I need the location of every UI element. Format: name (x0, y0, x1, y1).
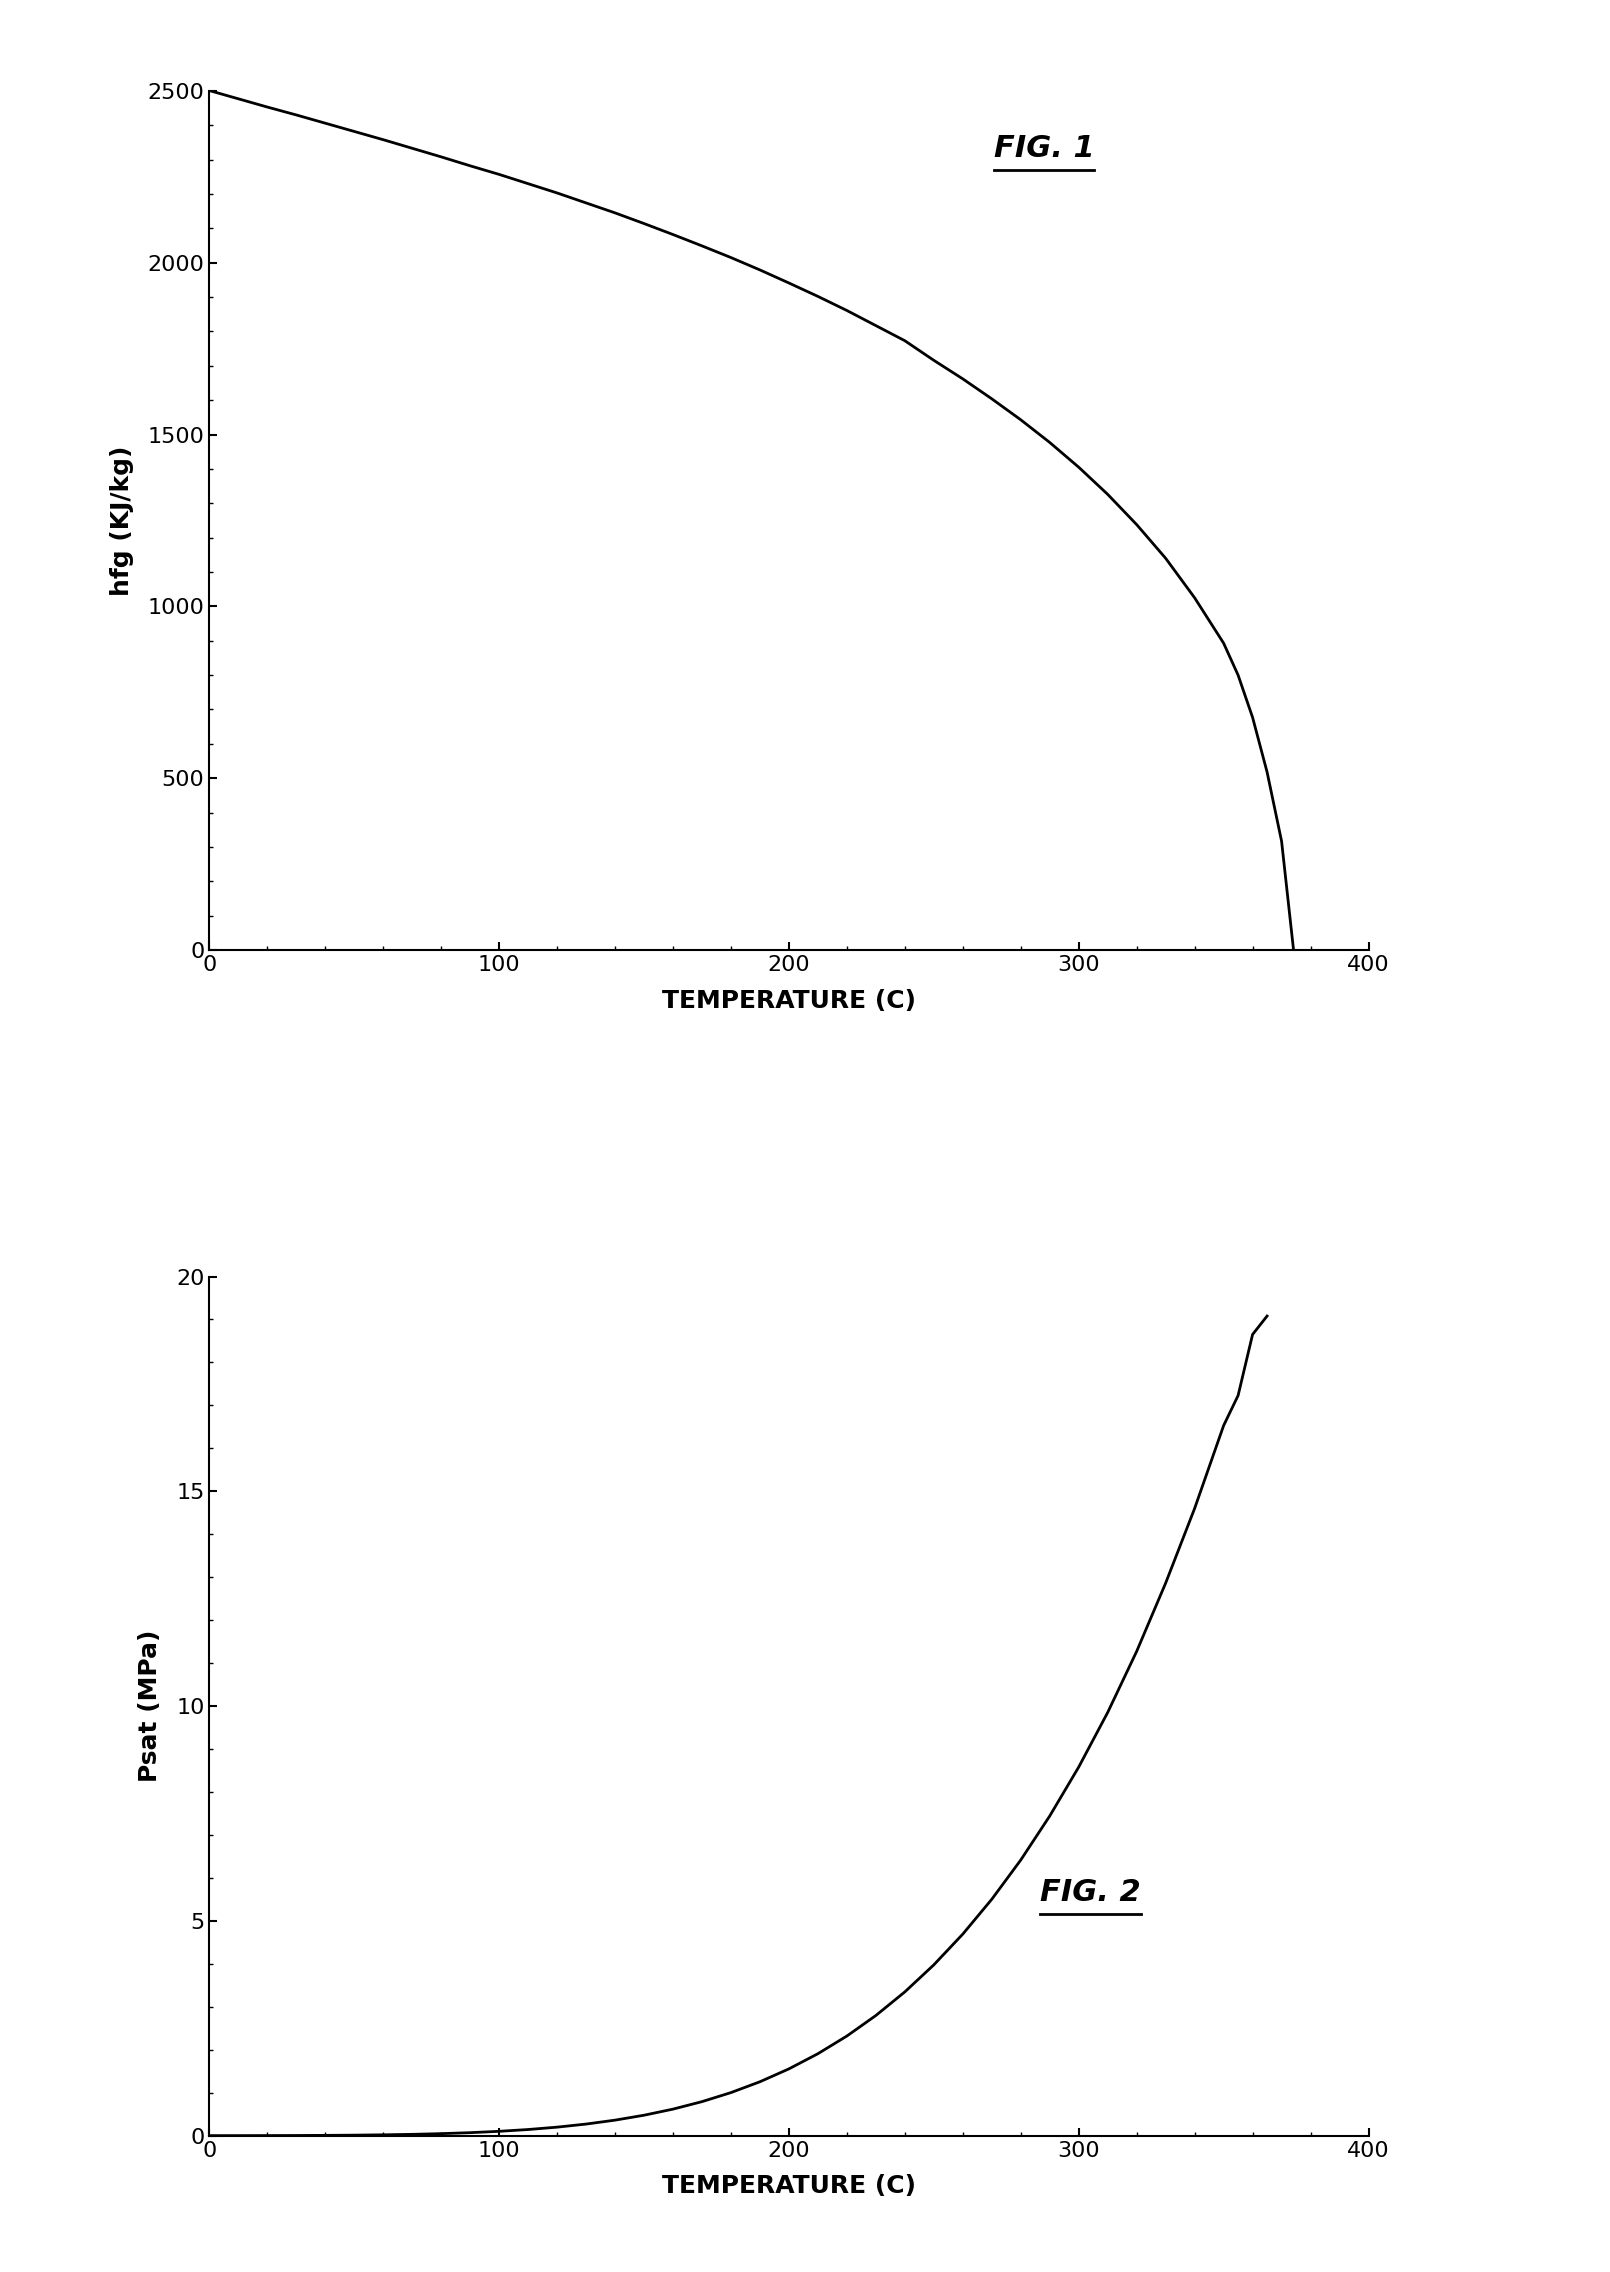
Text: FIG. 1: FIG. 1 (993, 134, 1095, 164)
Y-axis label: Psat (MPa): Psat (MPa) (138, 1629, 163, 1781)
X-axis label: TEMPERATURE (C): TEMPERATURE (C) (662, 2174, 916, 2199)
Y-axis label: hfg (KJ/kg): hfg (KJ/kg) (109, 445, 134, 595)
Text: FIG. 2: FIG. 2 (1040, 1879, 1140, 1906)
X-axis label: TEMPERATURE (C): TEMPERATURE (C) (662, 988, 916, 1013)
